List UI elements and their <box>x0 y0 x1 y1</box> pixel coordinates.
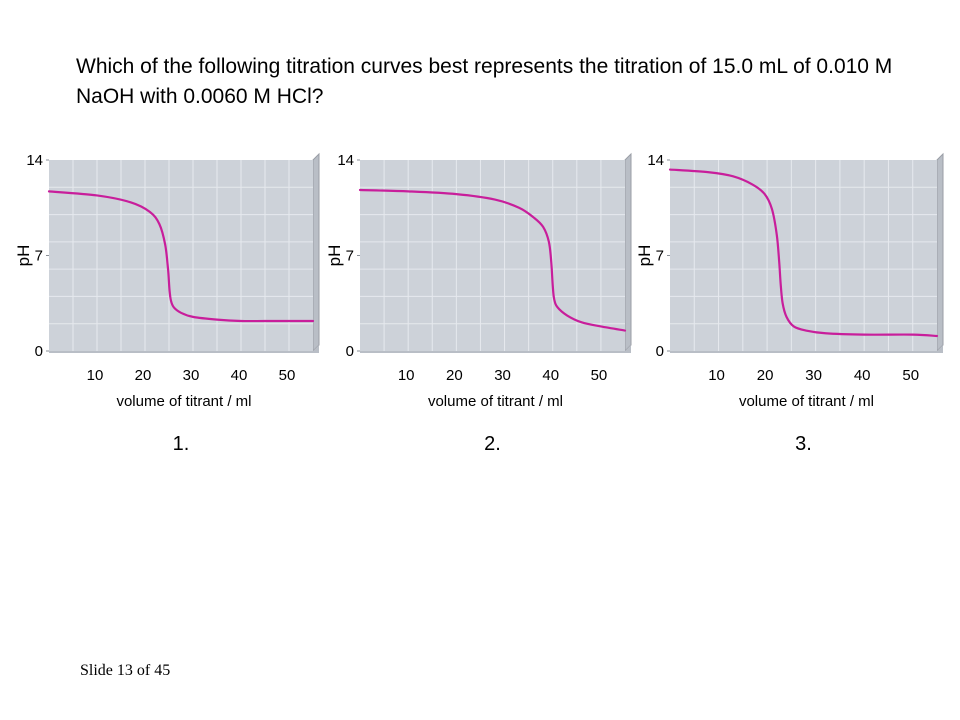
y-tick-label: 0 <box>656 343 664 360</box>
x-tick-label: 30 <box>494 367 511 384</box>
y-tick-label: 7 <box>656 248 664 265</box>
titration-curve <box>358 188 627 332</box>
y-axis-title: pH <box>325 245 344 267</box>
x-tick-label: 50 <box>591 367 608 384</box>
x-tick-label: 20 <box>757 367 774 384</box>
titration-curve <box>47 190 315 323</box>
chart-panel-3: 0 7 14 pH 10 20 30 40 50 volume of titrant / ml 3. <box>635 152 944 455</box>
x-axis-title: volume of titrant / ml <box>428 393 563 410</box>
x-tick-label: 20 <box>446 367 463 384</box>
x-tick-label: 50 <box>279 367 296 384</box>
x-tick-label: 40 <box>542 367 559 384</box>
chart-panel-2: 0 7 14 pH 10 20 30 40 50 volume of titrant / ml 2. <box>325 152 632 455</box>
chart-panel-1: 0 7 14 pH 10 20 30 40 50 volume of titrant / ml 1. <box>14 152 320 455</box>
plot-area <box>670 160 937 351</box>
plot-area <box>49 160 313 351</box>
y-tick-label: 0 <box>35 343 43 360</box>
y-axis-title: pH <box>635 245 654 267</box>
plot-frame-side <box>624 152 632 353</box>
y-tick-label: 7 <box>35 248 43 265</box>
plot-frame-side <box>936 152 944 353</box>
y-tick-label: 7 <box>346 248 354 265</box>
y-tick-label: 14 <box>337 152 354 169</box>
y-tick-label: 14 <box>647 152 664 169</box>
x-tick-label: 40 <box>231 367 248 384</box>
x-tick-label: 10 <box>708 367 725 384</box>
option-label: 3. <box>795 433 812 455</box>
y-tick-label: 14 <box>26 152 43 169</box>
y-tick-label: 0 <box>346 343 354 360</box>
x-axis-title: volume of titrant / ml <box>739 393 874 410</box>
x-tick-label: 30 <box>805 367 822 384</box>
option-label: 1. <box>173 433 190 455</box>
slide-counter: Slide 13 of 45 <box>80 662 171 679</box>
x-tick-label: 50 <box>902 367 919 384</box>
x-tick-label: 10 <box>87 367 104 384</box>
option-label: 2. <box>484 433 501 455</box>
x-tick-label: 40 <box>854 367 871 384</box>
titration-curve <box>668 168 939 338</box>
x-tick-label: 30 <box>183 367 200 384</box>
x-tick-label: 20 <box>135 367 152 384</box>
question-text: Which of the following titration curves … <box>76 55 893 108</box>
x-axis-title: volume of titrant / ml <box>116 393 251 410</box>
x-tick-label: 10 <box>398 367 415 384</box>
y-axis-title: pH <box>14 245 33 267</box>
